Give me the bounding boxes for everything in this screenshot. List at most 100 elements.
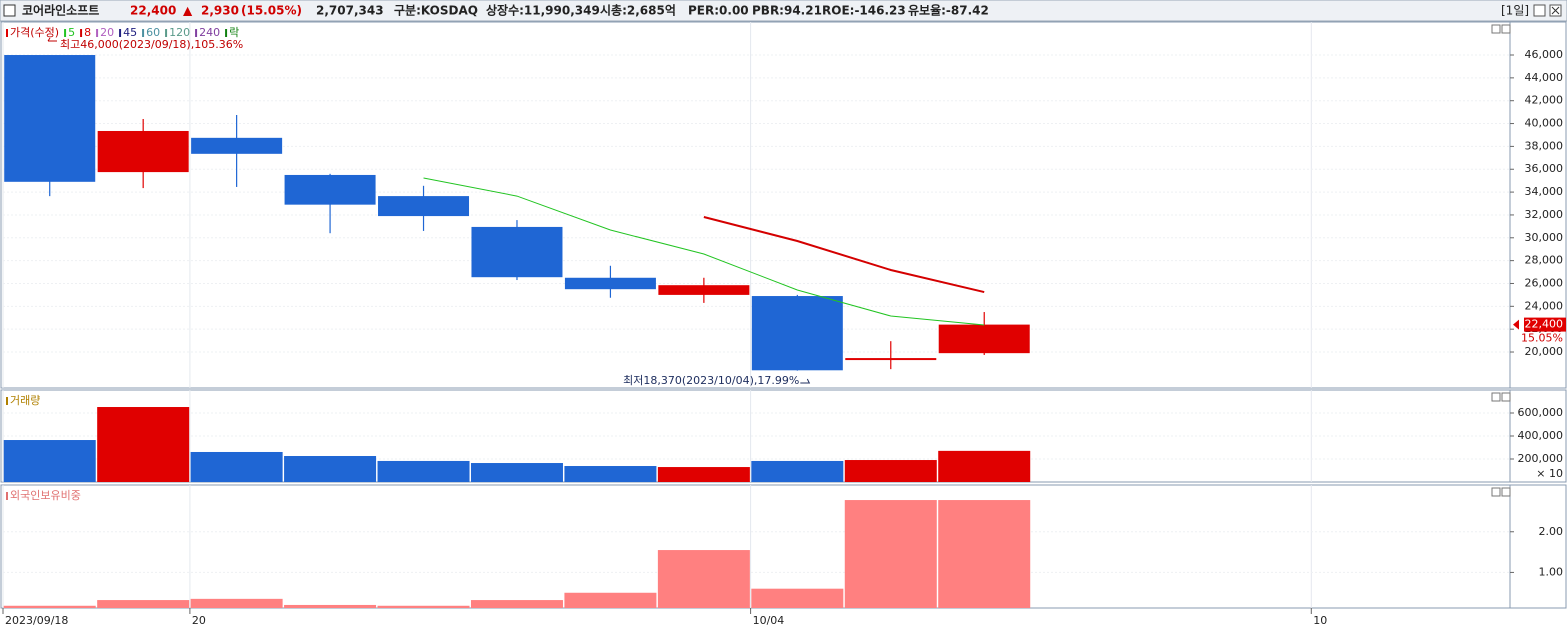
y-tick-label: 26,000 [1525,276,1564,289]
panel-frame [0,484,1567,609]
annotation-low: 최저18,370(2023/10/04),17.99% [623,374,799,387]
candle-body [845,358,937,361]
bar [470,600,563,608]
y-tick-label: 200,000 [1518,452,1564,465]
pbr: PBR:94.21 [752,4,822,18]
bar [938,450,1031,482]
shares: 상장수:11,990,349 [486,3,600,18]
bar [751,588,844,608]
bar [377,605,470,608]
legend-label: 가격(수정) [10,26,59,39]
moving-average-line [703,216,985,294]
bar [377,460,470,482]
y-tick-label: 2.00 [1539,525,1564,538]
y-tick-label: 36,000 [1525,162,1564,175]
candle-body [378,196,470,217]
close-icon [1551,6,1560,15]
header-bar [0,0,1567,22]
legend-label: 240 [199,26,220,39]
bar [657,550,750,608]
checkbox[interactable] [3,4,16,17]
legend-marker [64,29,67,37]
market-cap: 시총:2,685억 [600,3,676,18]
y-tick-label: 34,000 [1525,185,1564,198]
date-label: 20 [192,614,206,627]
y-tick-label: 40,000 [1525,117,1564,130]
legend-label: 8 [84,26,91,39]
panel-button[interactable] [1491,24,1501,34]
panel-button[interactable] [1501,487,1511,497]
y-tick-label: 28,000 [1525,254,1564,267]
date-label: 10 [1313,614,1327,627]
legend-label: 45 [123,26,137,39]
legend-marker [142,29,145,37]
panel-button[interactable] [1491,487,1501,497]
legend-label: 120 [169,26,190,39]
legend-marker [6,29,8,37]
date-label: 10/04 [753,614,785,627]
candle-body [191,137,283,154]
reserve-ratio: 유보율:-87.42 [908,4,989,18]
legend-label: 5 [68,26,75,39]
legend-marker [225,29,228,37]
market: 구분:KOSDAQ [394,4,478,18]
legend-marker [96,29,99,37]
bar [564,466,657,482]
bar [751,460,844,482]
bar [97,407,190,482]
legend-marker [6,397,8,405]
legend-label: 외국인보유비중 [10,489,81,502]
panel-button[interactable] [1501,392,1511,402]
moving-average-line [423,177,985,326]
y-tick-label: 600,000 [1518,406,1564,419]
candle-body [564,277,656,290]
bar [190,598,283,608]
bar [938,500,1031,608]
legend-marker [165,29,168,37]
y-tick-label: 38,000 [1525,139,1564,152]
legend-marker [80,29,83,37]
y-tick-label: 1.00 [1539,565,1564,578]
header: 코어라인소프트 22,400 ▲ 2,930 (15.05%) 2,707,34… [22,3,1529,18]
change-pct: (15.05%) [241,4,302,18]
annotation-high: 최고46,000(2023/09/18),105.36% [60,38,243,51]
bar [844,460,937,482]
candle-body [938,324,1030,354]
candle-body [97,130,189,173]
last-price-label: 22,400 [1525,318,1564,331]
last-price-box [1524,317,1566,332]
y-tick-label: 24,000 [1525,299,1564,312]
legend-label: 60 [146,26,160,39]
legend-label: 락 [229,26,239,39]
y-tick-label: 46,000 [1525,48,1564,61]
change-arrow: ▲ [183,4,193,18]
per: PER:0.00 [688,4,749,18]
bar [190,451,283,482]
bar [284,456,377,482]
legend-label: 20 [100,26,114,39]
y-tick-label: 32,000 [1525,208,1564,221]
panel-button[interactable] [1501,24,1511,34]
bar [284,604,377,608]
bar [3,440,96,482]
restore-button[interactable] [1533,4,1546,17]
panel-button[interactable] [1491,392,1501,402]
annotation-arrow [800,378,811,384]
last-change-label: 15.05% [1521,332,1563,345]
volume: 2,707,343 [316,4,384,18]
period[interactable]: [1일] [1501,4,1529,18]
candle-body [471,226,563,278]
roe: ROE:-146.23 [822,4,906,18]
candle-body [751,296,843,371]
bar [844,500,937,608]
legend-marker [119,29,122,37]
bar [564,592,657,608]
price: 22,400 [130,4,176,18]
candle-body [658,285,750,295]
annotation-arrow [47,37,57,42]
stock-name: 코어라인소프트 [22,3,99,18]
bar [3,605,96,608]
legend-label: 거래량 [10,394,40,407]
legend-marker [6,492,8,500]
